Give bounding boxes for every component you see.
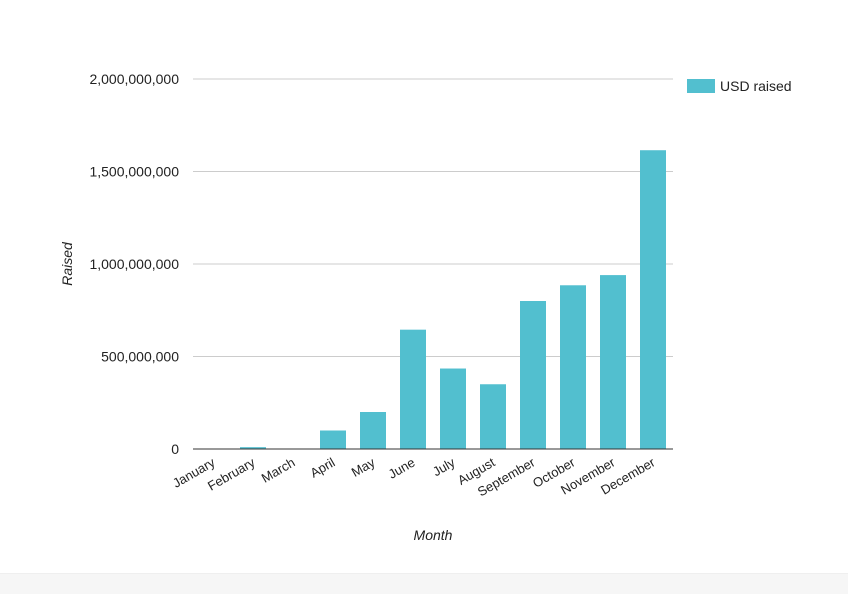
x-tick-label: March <box>259 455 298 486</box>
bar-october <box>560 285 586 449</box>
bar-may <box>360 412 386 449</box>
legend-label: USD raised <box>720 78 792 94</box>
bar-april <box>320 431 346 450</box>
bar-december <box>640 150 666 449</box>
y-tick-labels: 0 500,000,000 1,000,000,000 1,500,000,000 2,… <box>89 71 179 457</box>
y-tick-label: 500,000,000 <box>101 349 179 365</box>
y-tick-label: 1,000,000,000 <box>89 256 179 272</box>
bar-september <box>520 301 546 449</box>
y-tick-label: 2,000,000,000 <box>89 71 179 87</box>
x-tick-label: July <box>430 454 458 479</box>
y-tick-label: 1,500,000,000 <box>89 164 179 180</box>
bar-june <box>400 330 426 449</box>
bar-november <box>600 275 626 449</box>
x-tick-label: June <box>386 455 418 482</box>
x-tick-label: April <box>307 455 337 481</box>
bar-july <box>440 369 466 449</box>
bar-august <box>480 384 506 449</box>
y-tick-label: 0 <box>171 441 179 457</box>
y-axis-title: Raised <box>59 241 75 286</box>
legend: USD raised <box>687 78 792 94</box>
bars <box>240 150 666 449</box>
x-tick-label: May <box>349 454 378 480</box>
footer-strip <box>0 573 848 594</box>
legend-swatch <box>687 79 715 93</box>
x-axis-title: Month <box>414 527 453 543</box>
